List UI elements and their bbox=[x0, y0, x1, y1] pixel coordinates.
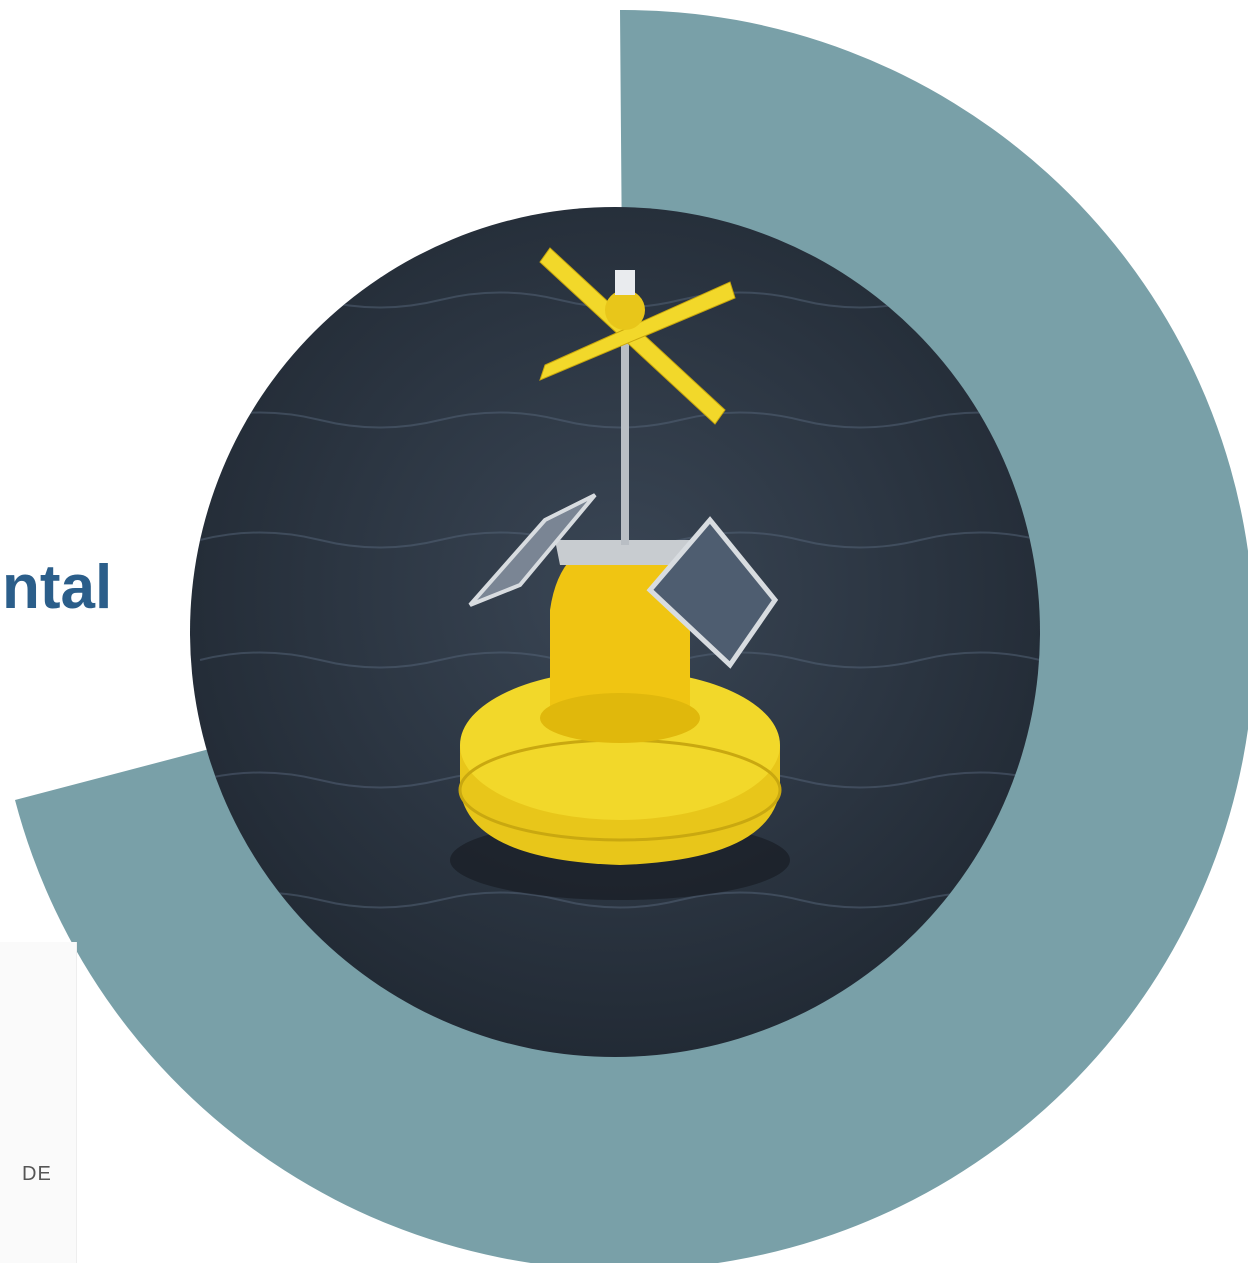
heading: ntal bbox=[2, 553, 113, 622]
buoy-photo bbox=[190, 207, 1040, 1057]
label: DE bbox=[22, 1163, 52, 1185]
side-panel bbox=[0, 942, 77, 1263]
